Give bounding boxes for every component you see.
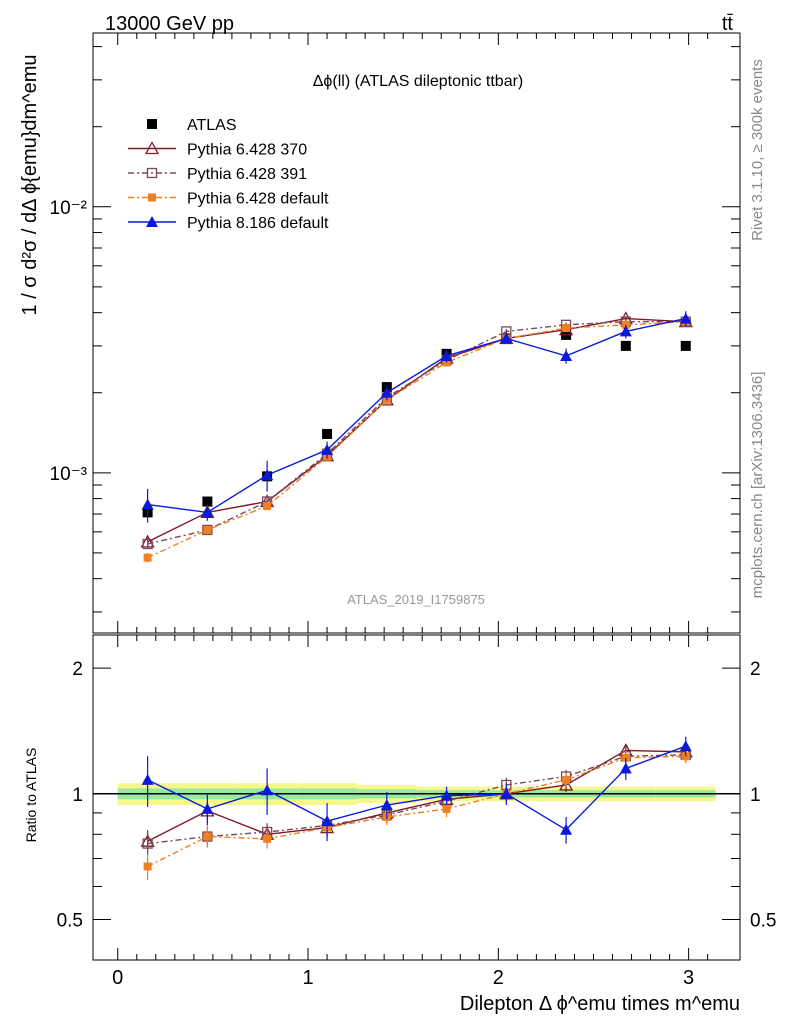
legend-label: Pythia 6.428 default xyxy=(187,191,329,208)
x-axis-title: Dilepton Δ ϕ^emu times m^emu xyxy=(460,993,740,1015)
process-label: tt̄ xyxy=(722,13,734,35)
legend-marker xyxy=(144,141,160,155)
legend-label: Pythia 6.428 391 xyxy=(187,166,307,183)
ratio-point-pythia-8-186-default xyxy=(201,802,214,814)
data-point-atlas xyxy=(620,340,631,351)
legend-marker xyxy=(146,216,158,227)
x-tick-label-2: 2 xyxy=(493,967,504,989)
ratio-point-pythia-6-428-default xyxy=(143,862,152,871)
series-pythia-6-428-default xyxy=(143,317,690,563)
series-line-pythia-6-428-default xyxy=(147,320,686,559)
ratio-point-pythia-6-428-default xyxy=(442,804,451,813)
y-tick-label: 10⁻² xyxy=(50,198,88,219)
y-tick-label: 10⁻³ xyxy=(50,464,88,485)
ratio-tick-label-left: 1 xyxy=(72,785,83,806)
ratio-line-pythia-6-428-370 xyxy=(147,749,686,842)
ratio-series-pythia-8-186-default xyxy=(141,736,692,844)
ratio-point-pythia-6-428-default xyxy=(263,834,272,843)
legend-marker xyxy=(148,193,156,202)
series-line-pythia-6-428-391 xyxy=(147,320,686,545)
ratio-tick-label-left: 0.5 xyxy=(57,911,83,932)
legend-entry-pythia-6-428-370: Pythia 6.428 370 xyxy=(128,141,307,159)
rivet-label: Rivet 3.1.10, ≥ 300k events xyxy=(749,59,766,241)
legend-label: Pythia 6.428 370 xyxy=(187,142,307,159)
legend-entry-pythia-6-428-default: Pythia 6.428 default xyxy=(128,191,329,208)
data-point-pythia-8-186-default xyxy=(321,443,334,455)
ratio-point-pythia-8-186-default xyxy=(321,815,334,827)
legend: ATLAS Pythia 6.428 370 Pythia 6.428 391 Pyt… xyxy=(128,117,329,232)
data-point-pythia-6-428-default xyxy=(263,502,272,511)
ratio-point-pythia-6-428-default xyxy=(203,832,212,841)
data-point-pythia-8-186-default xyxy=(141,498,154,510)
data-point-pythia-8-186-default xyxy=(201,506,214,518)
data-point-pythia-6-428-391 xyxy=(142,538,153,550)
ratio-tick-label-right: 0.5 xyxy=(750,911,776,932)
series-pythia-6-428-370 xyxy=(140,311,693,548)
mcplots-label: mcplots.cern.ch [arXiv:1306.3436] xyxy=(749,372,766,599)
x-tick-label-1: 1 xyxy=(302,967,313,989)
ratio-point-pythia-6-428-391 xyxy=(142,838,153,849)
x-tick-label-3: 3 xyxy=(683,967,694,989)
chart-title: Δϕ(ll) (ATLAS dileptonic ttbar) xyxy=(313,73,524,90)
series-line-pythia-8-186-default xyxy=(147,317,686,514)
legend-entry-pythia-6-428-391: Pythia 6.428 391 xyxy=(128,166,307,183)
ratio-line-pythia-8-186-default xyxy=(147,745,687,831)
ratio-point-pythia-6-428-370 xyxy=(558,777,574,791)
ratio-point-pythia-8-186-default xyxy=(261,784,274,796)
data-point-pythia-6-428-default xyxy=(143,553,152,562)
ratio-point-pythia-8-186-default xyxy=(679,740,692,752)
ratio-frame xyxy=(92,634,741,961)
ratio-line-pythia-6-428-default xyxy=(147,755,686,868)
data-point-pythia-8-186-default xyxy=(679,312,692,324)
legend-marker xyxy=(146,167,158,179)
ratio-point-pythia-6-428-default xyxy=(562,775,571,784)
data-point-atlas xyxy=(322,428,333,439)
x-tick-label-0: 0 xyxy=(112,967,123,989)
ratio-point-pythia-8-186-default xyxy=(500,787,513,799)
main-frame xyxy=(92,32,741,634)
data-point-pythia-6-428-391 xyxy=(202,524,213,536)
analysis-id: ATLAS_2019_I1759875 xyxy=(347,592,485,607)
legend-entry-pythia-8-186-default: Pythia 8.186 default xyxy=(128,215,329,232)
data-point-pythia-6-428-default xyxy=(203,525,212,534)
legend-label: Pythia 8.186 default xyxy=(187,215,329,232)
series-pythia-8-186-default xyxy=(141,311,692,523)
data-point-pythia-6-428-default xyxy=(562,324,571,333)
data-point-pythia-8-186-default xyxy=(500,332,513,344)
ratio-point-pythia-8-186-default xyxy=(380,799,393,811)
data-point-atlas xyxy=(680,340,691,351)
legend-marker xyxy=(147,119,157,129)
series-atlas xyxy=(142,329,691,518)
legend-label: ATLAS xyxy=(187,117,237,134)
ratio-point-pythia-8-186-default xyxy=(619,762,632,774)
data-point-pythia-8-186-default xyxy=(261,469,274,481)
ratio-axis-title: Ratio to ATLAS xyxy=(23,748,39,843)
y-axis-title: 1 / σ d²σ / dΔ ϕ{emu}dm^emu xyxy=(19,55,41,316)
ratio-series-pythia-6-428-default xyxy=(143,749,690,880)
data-point-pythia-8-186-default xyxy=(380,386,393,398)
data-point-pythia-8-186-default xyxy=(440,349,453,361)
legend-entry-atlas: ATLAS xyxy=(147,117,237,134)
ratio-tick-label-right: 1 xyxy=(750,785,761,806)
ratio-tick-label-left: 2 xyxy=(72,659,83,680)
ratio-point-pythia-8-186-default xyxy=(440,789,453,801)
ratio-panel: 0 1 2 3 0.5 0.5 1 1 2 2 xyxy=(57,634,776,989)
energy-label: 13000 GeV pp xyxy=(105,13,234,35)
ratio-tick-label-right: 2 xyxy=(750,659,761,680)
data-point-pythia-8-186-default xyxy=(619,325,632,337)
ratio-point-pythia-8-186-default xyxy=(141,773,154,785)
main-panel: 10⁻³ 10⁻² xyxy=(50,32,741,647)
ratio-point-pythia-8-186-default xyxy=(560,823,573,835)
data-point-pythia-8-186-default xyxy=(560,349,573,361)
data-point-atlas xyxy=(202,496,213,507)
series-line-pythia-6-428-370 xyxy=(147,317,686,543)
y-axis-title-text: 1 / σ d²σ / dΔ ϕ{emu}dm^emu xyxy=(19,55,41,316)
series-pythia-6-428-391 xyxy=(142,316,691,550)
ratio-line-pythia-6-428-391 xyxy=(147,754,686,845)
